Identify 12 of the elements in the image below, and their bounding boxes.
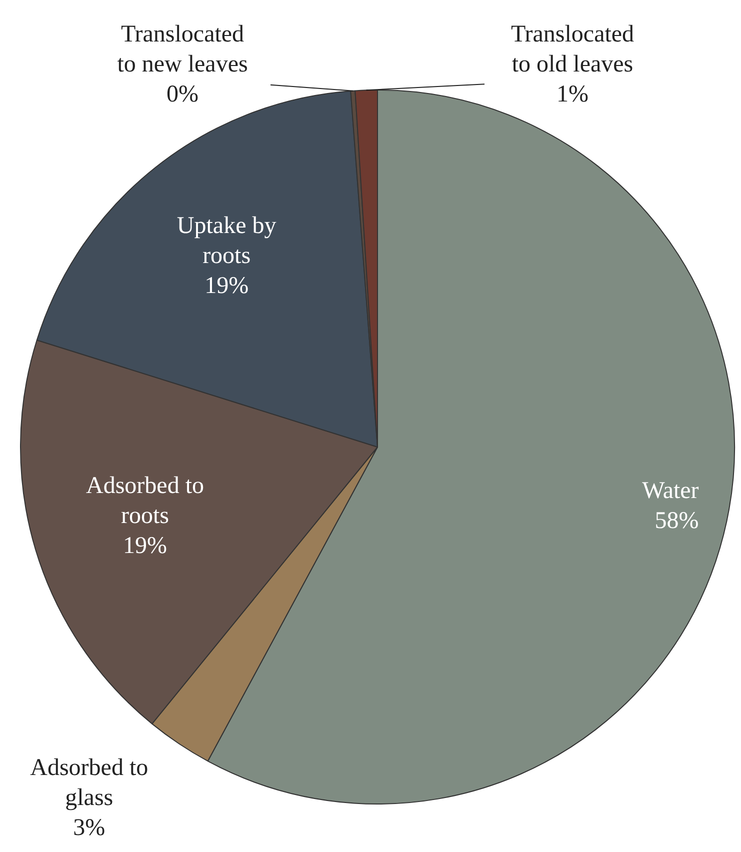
data-label: 3%: [73, 814, 106, 841]
slice-label: Adsorbed to glass: [30, 754, 148, 811]
data-label: 1%: [556, 81, 588, 108]
data-label: 19%: [204, 273, 249, 300]
data-label: 19%: [122, 533, 167, 560]
data-label: 0%: [166, 81, 198, 108]
slice-label: Uptake by roots: [176, 213, 276, 270]
slice-label: Adsorbed to roots: [86, 473, 204, 530]
slice-label: Water: [642, 478, 699, 504]
slice-label: Translocated to new leaves: [117, 21, 248, 78]
data-label: 58%: [654, 508, 699, 534]
slice-label: Translocated to old leaves: [510, 21, 634, 78]
